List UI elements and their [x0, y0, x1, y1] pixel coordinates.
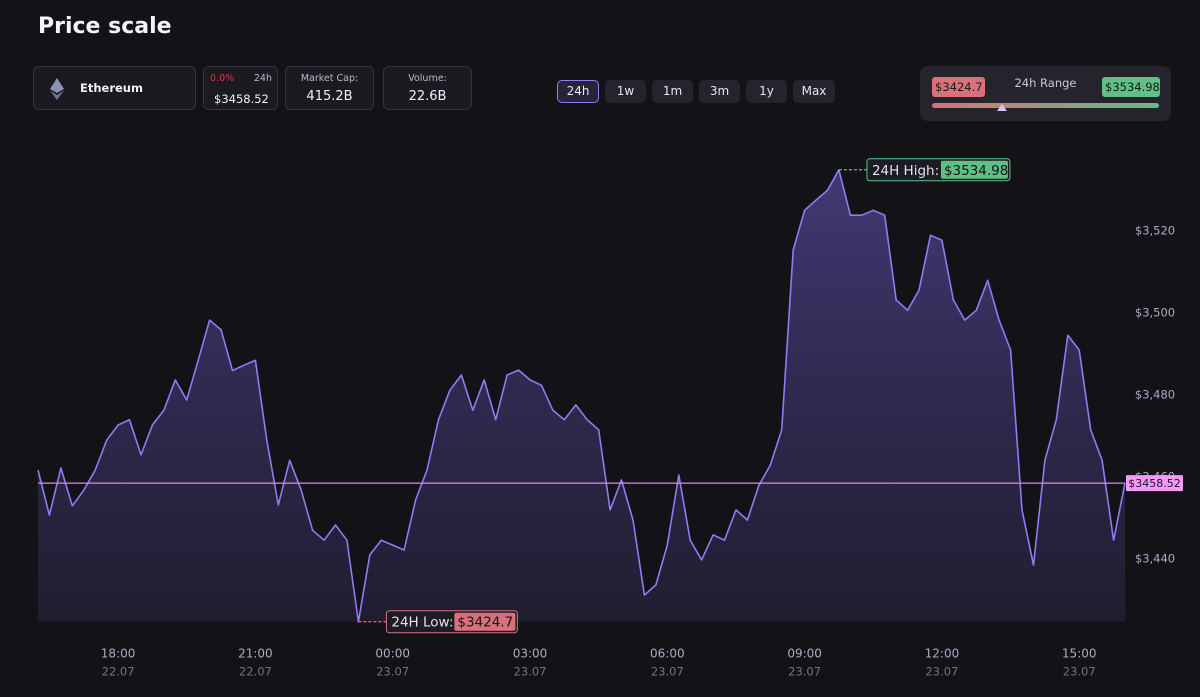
range-marker: [996, 104, 1007, 111]
range-title: 24h Range: [1014, 76, 1077, 90]
x-tick-date: 22.07: [102, 665, 135, 679]
market-cap-card: Market Cap: 415.2B: [285, 66, 374, 110]
x-tick-date: 23.07: [376, 665, 409, 679]
x-tick-date: 23.07: [651, 665, 684, 679]
x-tick-label: 21:00: [238, 647, 273, 661]
low-label: 24H Low:: [391, 615, 453, 631]
range-high: $3534.98: [1102, 77, 1160, 97]
range-button[interactable]: 1m: [652, 80, 693, 103]
range-button[interactable]: 1w: [605, 80, 646, 103]
volume-value: 22.6B: [408, 89, 447, 104]
y-tick-label: $3,440: [1135, 552, 1175, 566]
low-pill: [454, 612, 516, 631]
eth-icon: [50, 78, 64, 100]
change-card: 0.0% 24h $3458.52: [203, 66, 278, 110]
market-cap-value: 415.2B: [306, 89, 353, 104]
coin-price: $3458.52: [214, 92, 269, 106]
page-title: Price scale: [38, 14, 172, 39]
range-bar: [932, 103, 1159, 108]
x-tick-label: 03:00: [513, 647, 548, 661]
current-price-label: $3458.52: [1128, 477, 1181, 490]
high-pill: [940, 160, 1008, 179]
y-tick-label: $3,500: [1135, 306, 1175, 320]
x-tick-label: 09:00: [787, 647, 822, 661]
low-value: $3424.7: [457, 615, 513, 631]
x-tick-date: 23.07: [788, 665, 821, 679]
y-tick-label: $3,480: [1135, 388, 1175, 402]
range-button[interactable]: 3m: [699, 80, 740, 103]
x-tick-label: 15:00: [1062, 647, 1097, 661]
range-button[interactable]: Max: [793, 80, 835, 103]
price-line: [37, 169, 1126, 623]
volume-label: Volume:: [408, 73, 447, 84]
coin-card: Ethereum: [33, 66, 196, 110]
coin-name: Ethereum: [80, 81, 143, 95]
area-fill: [38, 169, 1125, 622]
high-value: $3534.98: [944, 163, 1008, 179]
volume-card: Volume: 22.6B: [383, 66, 472, 110]
range-panel: $3424.7 24h Range $3534.98: [920, 66, 1171, 121]
market-cap-label: Market Cap:: [300, 73, 359, 84]
range-button[interactable]: 1y: [746, 80, 787, 103]
y-tick-label: $3,520: [1135, 224, 1175, 238]
x-tick-label: 00:00: [375, 647, 410, 661]
range-button[interactable]: 24h: [557, 80, 599, 103]
x-tick-label: 18:00: [101, 647, 136, 661]
current-price-box: [1126, 475, 1183, 492]
x-tick-date: 23.07: [1063, 665, 1096, 679]
x-tick-date: 23.07: [514, 665, 547, 679]
x-tick-label: 06:00: [650, 647, 685, 661]
change: 0.0%: [210, 73, 235, 84]
range-low: $3424.7: [932, 77, 985, 97]
x-tick-date: 22.07: [239, 665, 272, 679]
high-label: 24H High:: [872, 163, 939, 179]
x-tick-label: 12:00: [925, 647, 960, 661]
x-tick-date: 23.07: [925, 665, 958, 679]
change-period: 24h: [253, 73, 272, 84]
